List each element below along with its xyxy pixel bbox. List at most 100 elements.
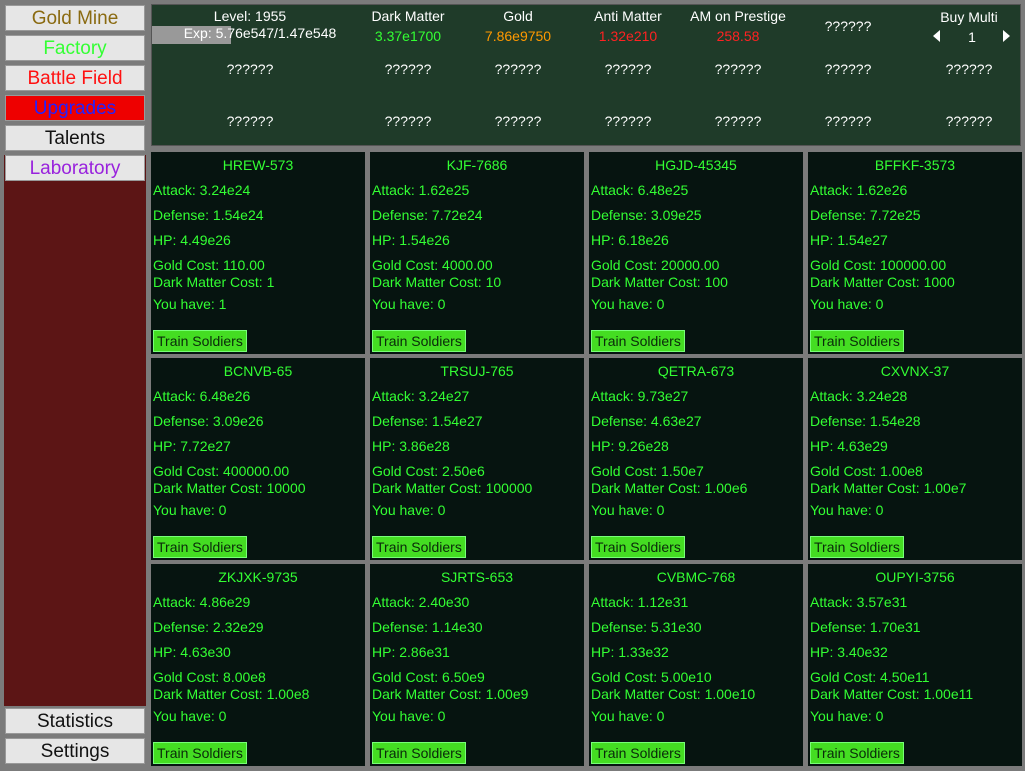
unit-gold-cost: Gold Cost: 6.50e9 — [372, 669, 485, 685]
unit-have: You have: 0 — [153, 502, 227, 518]
nav-button[interactable]: Statistics — [5, 708, 145, 734]
unit-defense: Defense: 1.54e28 — [810, 413, 921, 429]
unit-card: HGJD-45345 Attack: 6.48e25 Defense: 3.09e2… — [589, 152, 803, 354]
unit-hp: HP: 4.63e30 — [153, 644, 231, 660]
stat-value: 3.37e1700 — [374, 28, 442, 44]
unit-attack: Attack: 3.24e28 — [810, 388, 908, 404]
unit-gold-cost: Gold Cost: 20000.00 — [591, 257, 720, 273]
unit-hp: HP: 7.72e27 — [153, 438, 231, 454]
exp-bar — [152, 26, 231, 44]
unit-hp: HP: 9.26e28 — [591, 438, 669, 454]
unit-name: QETRA-673 — [657, 363, 735, 379]
unit-defense: Defense: 1.54e27 — [372, 413, 483, 429]
unit-name: SJRTS-653 — [440, 569, 514, 585]
unit-defense: Defense: 4.63e27 — [591, 413, 702, 429]
unit-dm-cost: Dark Matter Cost: 1.00e8 — [153, 686, 310, 702]
unit-gold-cost: Gold Cost: 100000.00 — [810, 257, 947, 273]
unit-have: You have: 0 — [372, 296, 446, 312]
unit-dm-cost: Dark Matter Cost: 1.00e9 — [372, 686, 529, 702]
unit-dm-cost: Dark Matter Cost: 1.00e11 — [810, 686, 974, 702]
unit-dm-cost: Dark Matter Cost: 100 — [591, 274, 728, 290]
unit-dm-cost: Dark Matter Cost: 10 — [372, 274, 502, 290]
train-button[interactable]: Train Soldiers — [153, 536, 247, 558]
unit-have: You have: 0 — [591, 296, 665, 312]
unit-defense: Defense: 3.09e26 — [153, 413, 264, 429]
train-button[interactable]: Train Soldiers — [810, 536, 904, 558]
unit-gold-cost: Gold Cost: 4.50e11 — [810, 669, 930, 685]
unit-name: ZKJXK-9735 — [218, 569, 298, 585]
hidden-cell: ?????? — [604, 61, 652, 77]
train-button[interactable]: Train Soldiers — [810, 742, 904, 764]
unit-have: You have: 0 — [810, 296, 884, 312]
unit-name: HGJD-45345 — [655, 157, 737, 173]
nav-button[interactable]: Upgrades — [5, 95, 145, 121]
unit-card: SJRTS-653 Attack: 2.40e30 Defense: 1.14e30… — [370, 564, 584, 766]
unit-attack: Attack: 1.62e25 — [372, 182, 470, 198]
unit-have: You have: 0 — [591, 502, 665, 518]
unit-defense: Defense: 5.31e30 — [591, 619, 702, 635]
unit-defense: Defense: 7.72e24 — [372, 207, 483, 223]
unit-name: TRSUJ-765 — [440, 363, 514, 379]
unit-dm-cost: Dark Matter Cost: 1 — [153, 274, 275, 290]
nav-button[interactable]: Settings — [5, 738, 145, 764]
unit-defense: Defense: 1.14e30 — [372, 619, 483, 635]
unit-have: You have: 0 — [153, 708, 227, 724]
stat-label: AM on Prestige — [690, 8, 786, 24]
train-button[interactable]: Train Soldiers — [153, 742, 247, 764]
unit-name: CXVNX-37 — [880, 363, 950, 379]
unit-card: BFFKF-3573 Attack: 1.62e26 Defense: 7.72e2… — [808, 152, 1022, 354]
train-button[interactable]: Train Soldiers — [153, 330, 247, 352]
unit-gold-cost: Gold Cost: 2.50e6 — [372, 463, 485, 479]
unit-dm-cost: Dark Matter Cost: 1.00e10 — [591, 686, 756, 702]
nav-button[interactable]: Talents — [5, 125, 145, 151]
hidden-cell: ?????? — [945, 113, 993, 129]
unit-hp: HP: 3.40e32 — [810, 644, 888, 660]
unit-dm-cost: Dark Matter Cost: 1.00e7 — [810, 480, 967, 496]
unit-name: CVBMC-768 — [656, 569, 736, 585]
train-button[interactable]: Train Soldiers — [372, 742, 466, 764]
nav-button[interactable]: Battle Field — [5, 65, 145, 91]
header-panel: Level: 1955 Exp: 5.76e547/1.47e548 Dark Ma… — [151, 4, 1021, 146]
nav-button[interactable]: Factory — [5, 35, 145, 61]
hidden-cell: ?????? — [494, 61, 542, 77]
arrow-right[interactable] — [1003, 30, 1010, 42]
arrow-left[interactable] — [933, 30, 940, 42]
unit-defense: Defense: 1.54e24 — [153, 207, 264, 223]
unit-dm-cost: Dark Matter Cost: 10000 — [153, 480, 306, 496]
hidden-cell: ?????? — [384, 113, 432, 129]
train-button[interactable]: Train Soldiers — [591, 742, 685, 764]
unit-card: CVBMC-768 Attack: 1.12e31 Defense: 5.31e30… — [589, 564, 803, 766]
unit-card: OUPYI-3756 Attack: 3.57e31 Defense: 1.70e3… — [808, 564, 1022, 766]
nav-button[interactable]: Laboratory — [5, 155, 145, 181]
train-button[interactable]: Train Soldiers — [372, 330, 466, 352]
unit-gold-cost: Gold Cost: 110.00 — [153, 257, 265, 273]
buy-multi-value: 1 — [968, 29, 976, 45]
unit-dm-cost: Dark Matter Cost: 100000 — [372, 480, 533, 496]
unit-hp: HP: 3.86e28 — [372, 438, 450, 454]
train-button[interactable]: Train Soldiers — [591, 330, 685, 352]
unit-defense: Defense: 2.32e29 — [153, 619, 264, 635]
unit-name: BCNVB-65 — [223, 363, 293, 379]
hidden-cell: ?????? — [226, 113, 274, 129]
train-button[interactable]: Train Soldiers — [372, 536, 466, 558]
unit-gold-cost: Gold Cost: 4000.00 — [372, 257, 493, 273]
unit-card: KJF-7686 Attack: 1.62e25 Defense: 7.72e24 H… — [370, 152, 584, 354]
unit-name: KJF-7686 — [446, 157, 508, 173]
nav-button[interactable]: Gold Mine — [5, 5, 145, 31]
unit-hp: HP: 1.54e27 — [810, 232, 888, 248]
hidden-stat: ?????? — [824, 18, 872, 34]
unit-attack: Attack: 6.48e26 — [153, 388, 251, 404]
unit-hp: HP: 2.86e31 — [372, 644, 450, 660]
hidden-cell: ?????? — [824, 113, 872, 129]
unit-have: You have: 0 — [810, 708, 884, 724]
unit-have: You have: 1 — [153, 296, 227, 312]
unit-card: TRSUJ-765 Attack: 3.24e27 Defense: 1.54e27… — [370, 358, 584, 560]
unit-have: You have: 0 — [372, 502, 446, 518]
unit-attack: Attack: 3.24e24 — [153, 182, 251, 198]
train-button[interactable]: Train Soldiers — [810, 330, 904, 352]
unit-hp: HP: 1.33e32 — [591, 644, 669, 660]
unit-attack: Attack: 1.62e26 — [810, 182, 908, 198]
train-button[interactable]: Train Soldiers — [591, 536, 685, 558]
hidden-cell: ?????? — [714, 113, 762, 129]
